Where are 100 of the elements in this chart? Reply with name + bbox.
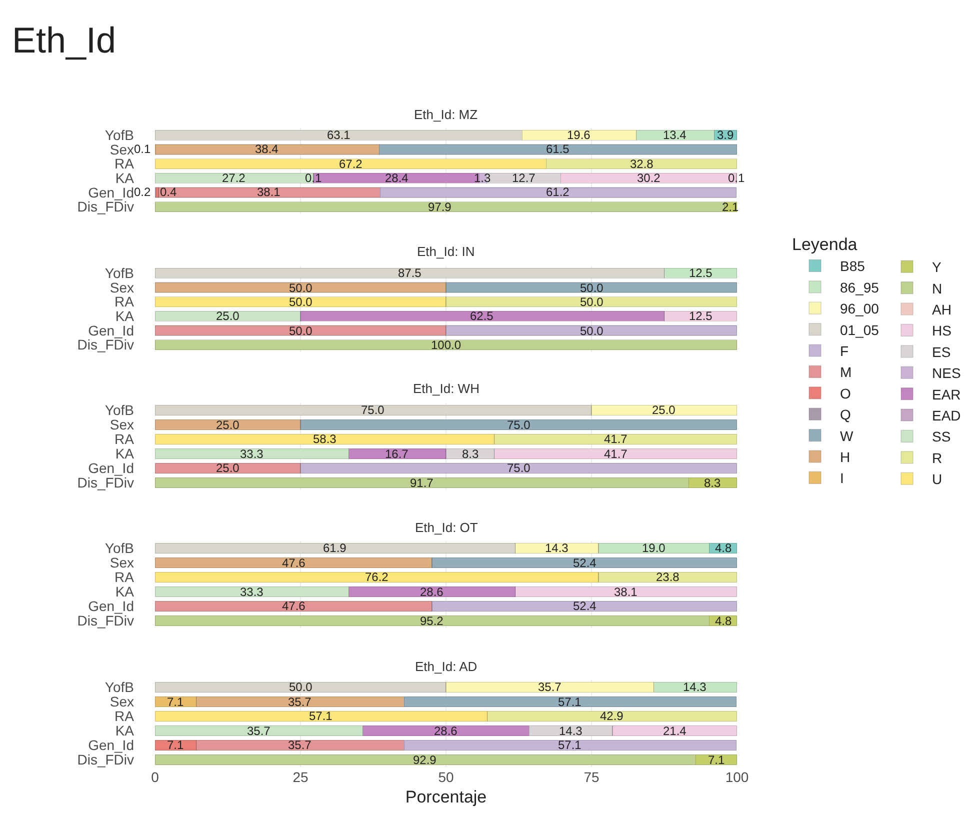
data-label: 47.6 xyxy=(282,556,306,570)
chart-title: Eth_Id: OT xyxy=(415,520,478,535)
data-label: 87.5 xyxy=(398,266,422,280)
y-tick-label: RA xyxy=(114,294,135,310)
y-tick-label: Gen_Id xyxy=(88,322,134,338)
data-label: 35.7 xyxy=(288,695,312,709)
legend-label: I xyxy=(840,470,844,486)
legend-label: R xyxy=(932,450,942,466)
data-label: 33.3 xyxy=(240,447,264,461)
data-label: 50.0 xyxy=(580,324,604,338)
chart-title: Eth_Id: AD xyxy=(415,659,478,674)
y-tick-label: Sex xyxy=(110,554,134,571)
chart-title: Eth_Id xyxy=(12,20,116,61)
data-label: 41.7 xyxy=(604,447,628,461)
y-tick-label: Dis_FDiv xyxy=(77,474,134,491)
y-tick-label: KA xyxy=(115,584,135,600)
y-tick-label: Gen_Id xyxy=(88,598,134,614)
data-label: 0.1 xyxy=(728,171,746,185)
data-label: 19.0 xyxy=(642,541,666,555)
data-label: 76.2 xyxy=(365,570,389,584)
data-label: 1.3 xyxy=(474,171,492,185)
y-tick-label: Sex xyxy=(110,416,134,433)
y-tick-label: YofB xyxy=(104,540,134,556)
y-tick-label: KA xyxy=(115,170,135,186)
data-label: 42.9 xyxy=(600,709,624,723)
legend-label: HS xyxy=(932,322,952,339)
legend-label: F xyxy=(840,342,849,359)
y-tick-label: Dis_FDiv xyxy=(77,752,134,768)
data-label: 35.7 xyxy=(288,738,312,752)
x-tick-label: 75 xyxy=(584,769,600,785)
data-label: 14.3 xyxy=(683,680,707,694)
legend-label: ES xyxy=(932,344,951,360)
legend-label: B85 xyxy=(840,258,866,274)
data-label: 75.0 xyxy=(507,461,531,475)
data-label: 0.1 xyxy=(305,171,322,185)
data-label: 30.2 xyxy=(637,171,661,185)
data-label: 25.0 xyxy=(216,461,240,475)
y-tick-label: Gen_Id xyxy=(88,184,134,200)
data-label: 75.0 xyxy=(361,403,385,417)
legend-label: AH xyxy=(932,301,952,318)
data-label: 38.4 xyxy=(255,142,279,156)
data-label: 28.4 xyxy=(385,171,409,185)
legend-label: NES xyxy=(932,365,961,382)
data-label: 8.3 xyxy=(462,447,480,461)
data-label: 63.1 xyxy=(327,128,351,142)
y-tick-label: KA xyxy=(115,308,135,324)
legend-label: W xyxy=(840,428,854,444)
data-label: 50.0 xyxy=(580,281,604,295)
data-label: 25.0 xyxy=(216,418,240,432)
y-tick-label: Dis_FDiv xyxy=(77,198,134,215)
legend-label: Y xyxy=(932,259,942,276)
y-tick-label: Sex xyxy=(110,694,134,710)
data-label: 0.1 xyxy=(134,142,152,156)
data-label: 7.1 xyxy=(167,695,184,709)
data-label: 19.6 xyxy=(567,128,591,142)
data-label: 0.4 xyxy=(160,185,178,199)
y-tick-label: Sex xyxy=(110,279,134,296)
y-tick-label: RA xyxy=(114,569,135,586)
chart-subtitle: Eth_Id: MZ xyxy=(414,107,478,122)
data-label: 21.4 xyxy=(663,724,687,738)
x-tick-label: 100 xyxy=(725,769,749,785)
data-label: 61.5 xyxy=(546,142,570,156)
y-tick-label: Gen_Id xyxy=(88,460,134,476)
data-label: 61.9 xyxy=(323,541,347,555)
legend-label: EAD xyxy=(932,407,961,424)
y-tick-label: YofB xyxy=(104,402,134,418)
legend-label: M xyxy=(840,364,852,380)
data-label: 41.7 xyxy=(604,432,628,446)
legend-label: U xyxy=(932,471,942,488)
data-label: 28.6 xyxy=(434,724,458,738)
data-label: 12.5 xyxy=(689,309,713,323)
data-label: 14.3 xyxy=(545,541,569,555)
data-label: 62.5 xyxy=(470,309,494,323)
x-tick-label: 0 xyxy=(151,769,160,785)
legend-title: Leyenda xyxy=(792,235,858,254)
data-label: 13.4 xyxy=(663,128,687,142)
y-tick-label: KA xyxy=(115,446,135,462)
data-label: 50.0 xyxy=(289,295,313,309)
data-label: 0.2 xyxy=(134,185,152,199)
data-label: 4.8 xyxy=(715,614,732,628)
data-label: 27.2 xyxy=(222,171,246,185)
data-label: 61.2 xyxy=(546,185,570,199)
chart-title: Eth_Id: WH xyxy=(413,381,480,396)
data-label: 97.9 xyxy=(428,200,452,214)
x-axis-title: Porcentaje xyxy=(405,787,487,806)
data-label: 50.0 xyxy=(289,324,313,338)
chart-title: Eth_Id: IN xyxy=(417,244,475,259)
y-tick-label: Sex xyxy=(110,141,134,158)
data-label: 33.3 xyxy=(240,585,264,599)
legend-label: 01_05 xyxy=(840,322,880,338)
data-label: 50.0 xyxy=(289,281,313,295)
data-label: 32.8 xyxy=(630,157,654,171)
data-label: 58.3 xyxy=(313,432,337,446)
data-label: 35.7 xyxy=(538,680,562,694)
legend-label: 96_00 xyxy=(840,300,880,317)
data-label: 52.4 xyxy=(573,599,597,613)
y-tick-label: RA xyxy=(114,708,135,724)
y-tick-label: Gen_Id xyxy=(88,737,134,754)
y-tick-label: RA xyxy=(114,431,135,448)
data-label: 57.1 xyxy=(558,738,582,752)
